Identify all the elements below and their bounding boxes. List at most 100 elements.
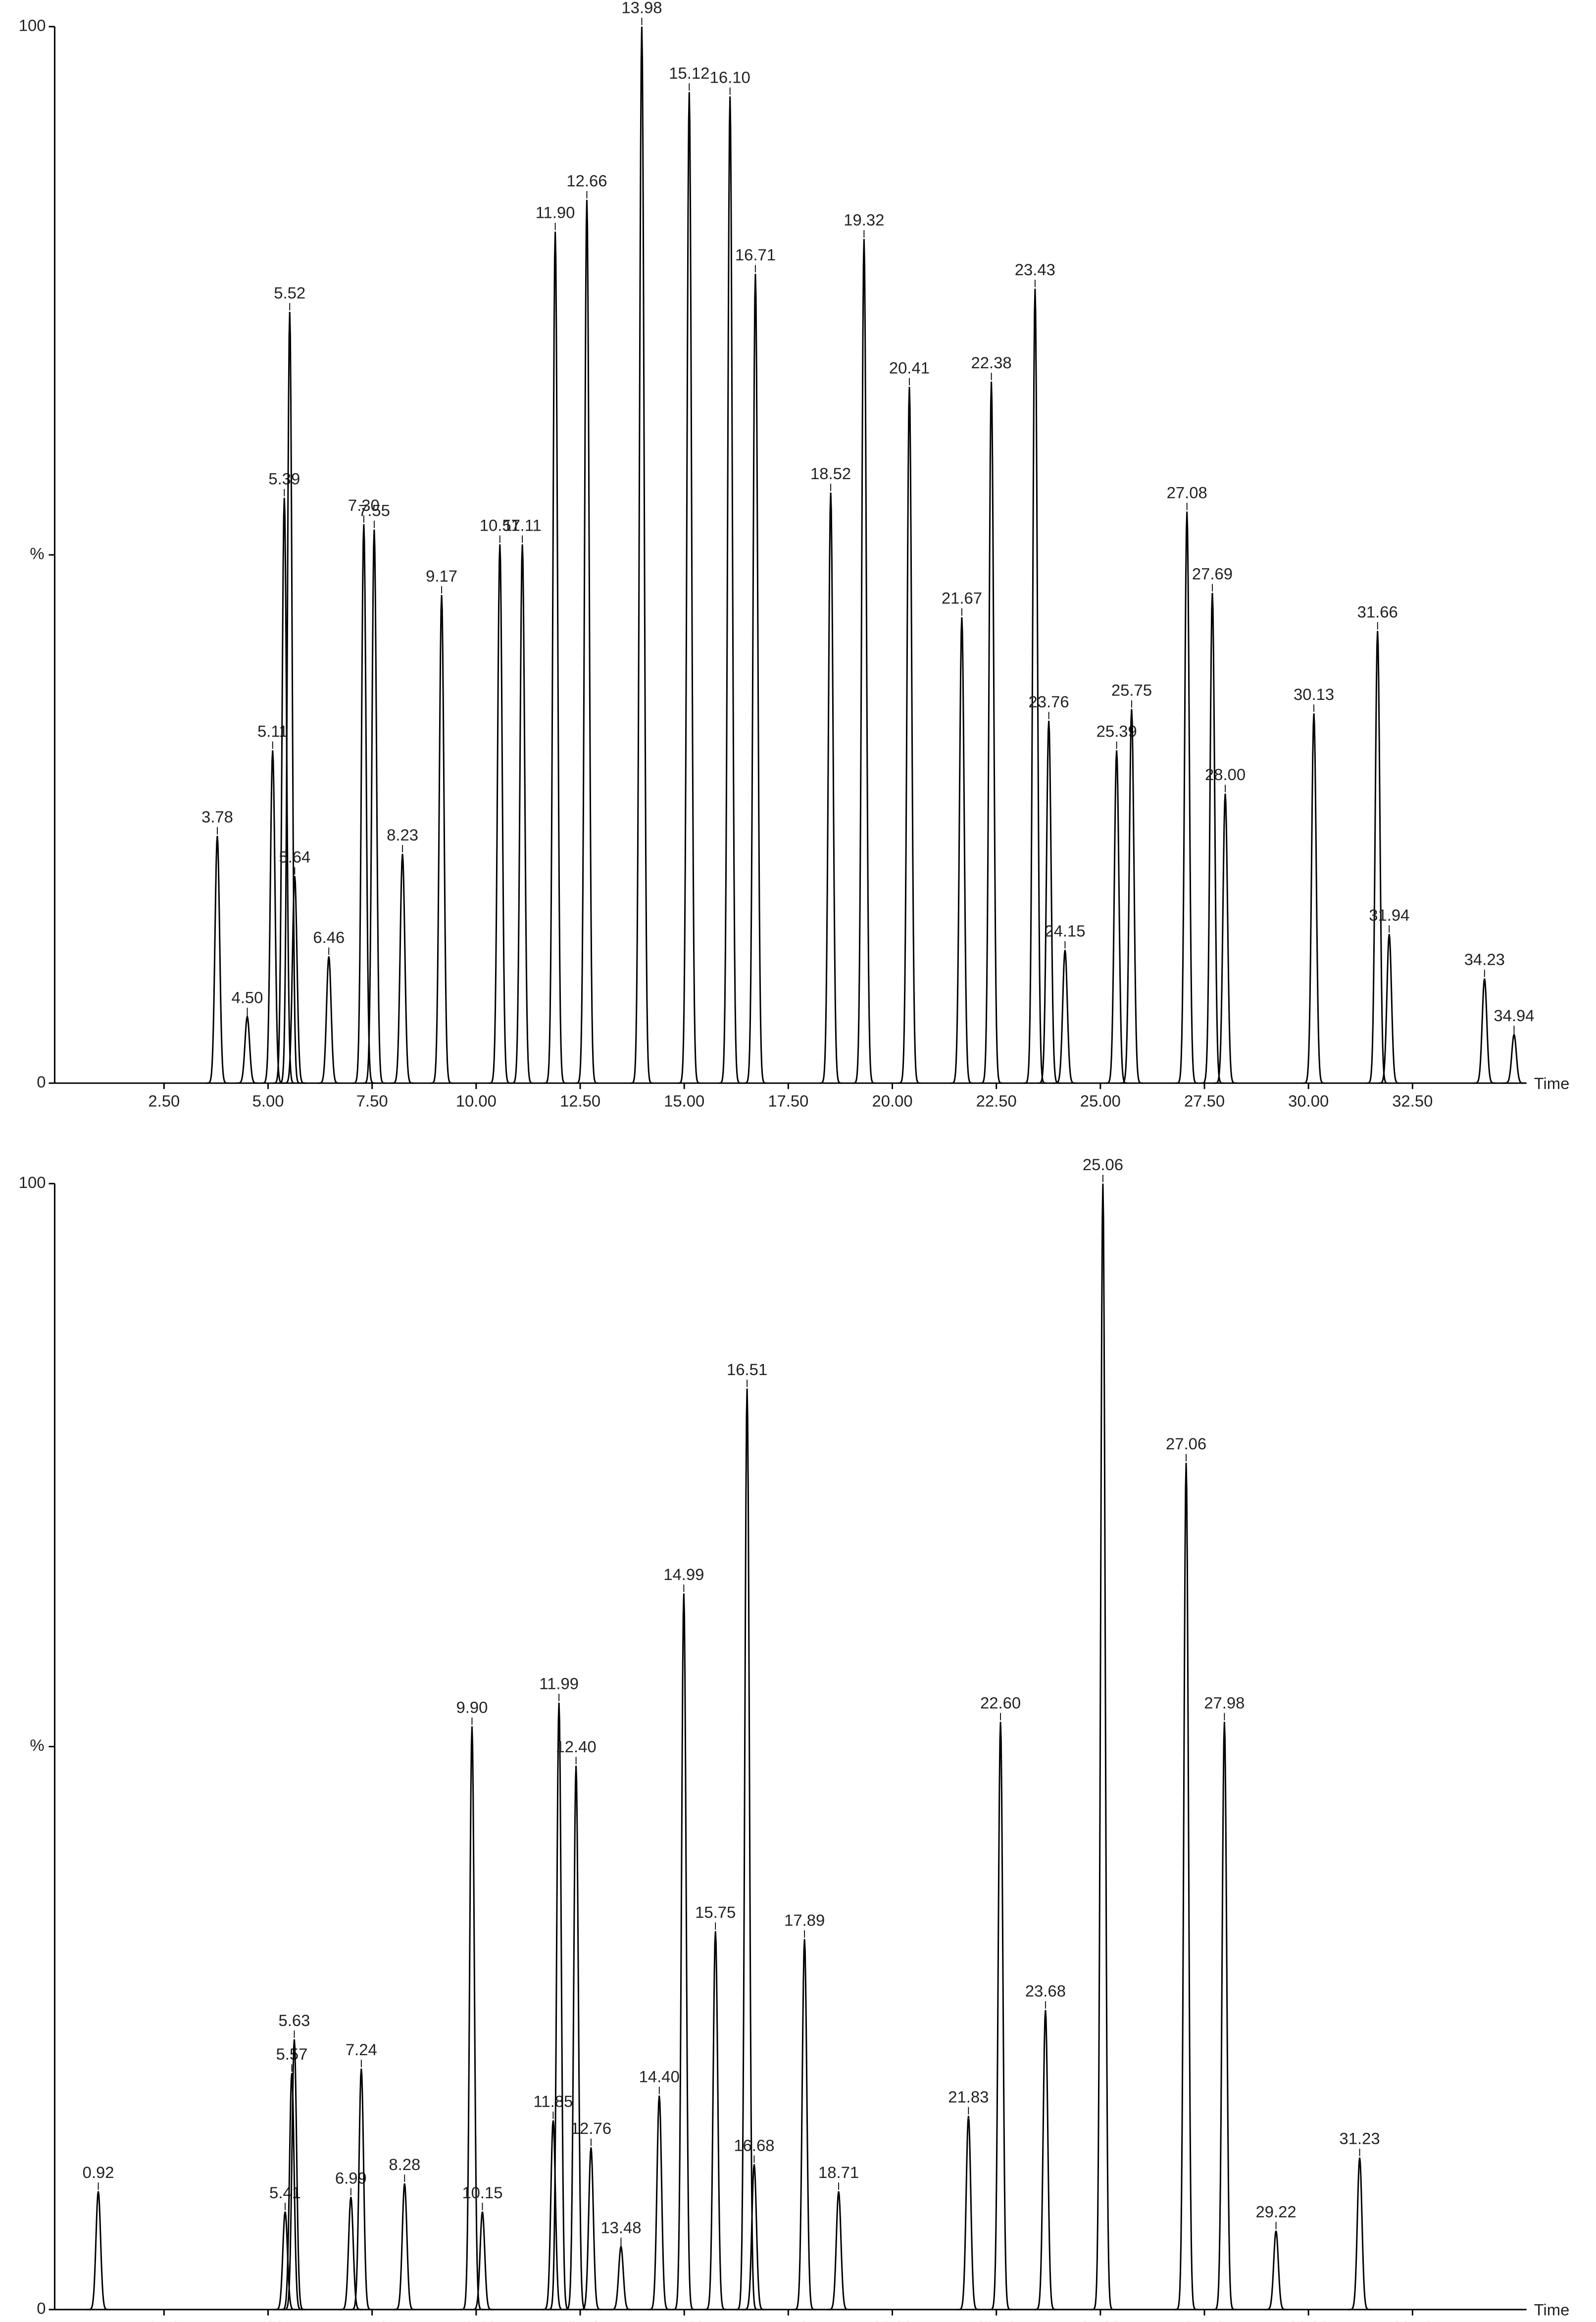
x-tick-label: 2.50	[148, 2318, 180, 2322]
peak	[236, 1014, 259, 1084]
peak-label: 8.28	[389, 2155, 420, 2174]
x-tick-label: 27.50	[1184, 1092, 1225, 1110]
peak-label: 14.40	[639, 2068, 680, 2086]
peak-label: 16.68	[734, 2136, 774, 2154]
peak	[630, 26, 653, 1084]
peak	[744, 274, 767, 1084]
peak-label: 23.76	[1029, 692, 1069, 711]
peak	[704, 1931, 727, 2311]
peak-label: 31.94	[1369, 906, 1409, 924]
peak-label: 25.75	[1111, 681, 1152, 699]
peak-label: 31.66	[1357, 603, 1398, 621]
peak	[1105, 750, 1128, 1084]
peak-label: 24.15	[1045, 922, 1085, 940]
peak-label: 13.98	[621, 0, 662, 17]
x-tick-label: 2.50	[148, 1092, 180, 1110]
peak-label: 11.85	[534, 2092, 573, 2111]
peak-label: 27.98	[1204, 1693, 1245, 1712]
x-tick-label: 20.00	[872, 1092, 912, 1110]
peak-label: 16.71	[735, 246, 776, 264]
peak	[261, 750, 284, 1084]
peak	[793, 1939, 816, 2311]
x-tick-label: 30.00	[1288, 2318, 1329, 2322]
peak	[283, 876, 306, 1084]
x-tick-label: 20.00	[872, 2318, 912, 2322]
y-tick-label: 0	[37, 1073, 46, 1091]
peak	[852, 239, 876, 1084]
peak	[1091, 1184, 1115, 2311]
peak-label: 30.13	[1294, 685, 1334, 703]
peak-label: 23.43	[1015, 260, 1055, 279]
peak-label: 9.17	[426, 567, 457, 585]
peak-label: 25.06	[1083, 1155, 1123, 1174]
peak-label: 27.06	[1166, 1434, 1206, 1453]
peak-label: 5.57	[276, 2045, 307, 2063]
peak	[1200, 593, 1224, 1084]
peak	[205, 836, 229, 1084]
peak-label: 11.11	[503, 516, 542, 534]
peak-label: 0.92	[83, 2163, 114, 2181]
peak	[648, 2095, 671, 2311]
x-tick-label: 25.00	[1080, 1092, 1121, 1110]
peak-label: 21.83	[948, 2087, 989, 2106]
peak	[280, 2073, 303, 2311]
peak	[819, 493, 843, 1084]
peak-label: 7.24	[346, 2040, 377, 2059]
peak	[1348, 2157, 1371, 2311]
peak-label: 12.40	[556, 1737, 597, 1756]
peak-label: 16.51	[727, 1360, 767, 1379]
x-tick-label: 5.00	[252, 2318, 284, 2322]
peak	[278, 312, 301, 1084]
peak	[1378, 934, 1401, 1084]
peak-label: 34.94	[1494, 1006, 1534, 1025]
peak	[1034, 2010, 1057, 2311]
peak-label: 16.10	[710, 68, 750, 86]
x-axis-label: Time	[1534, 2301, 1570, 2319]
x-tick-label: 32.50	[1392, 2318, 1433, 2322]
peak	[672, 1593, 696, 2311]
x-tick-label: 27.50	[1184, 2318, 1225, 2322]
peak-label: 6.46	[313, 928, 345, 946]
peak-label: 8.23	[387, 826, 418, 844]
y-tick-label: 100	[19, 16, 46, 34]
peak	[957, 2116, 980, 2311]
peak-label: 20.41	[889, 358, 930, 377]
y-tick-label: 0	[37, 2299, 46, 2318]
peak	[352, 524, 375, 1084]
peak	[1213, 1722, 1236, 2311]
peak	[1366, 631, 1389, 1084]
peak	[317, 956, 341, 1084]
x-tick-label: 15.00	[664, 2318, 704, 2322]
peak-label: 9.90	[456, 1698, 488, 1716]
peak	[548, 1702, 571, 2311]
x-tick-label: 22.50	[976, 1092, 1017, 1110]
peak-label: 5.39	[268, 470, 300, 488]
peak	[273, 497, 296, 1084]
x-tick-label: 7.50	[356, 1092, 388, 1110]
peak-label: 22.38	[971, 353, 1012, 372]
x-tick-label: 17.50	[768, 1092, 808, 1110]
peak	[564, 1766, 588, 2311]
x-tick-label: 10.00	[456, 1092, 497, 1110]
peak	[989, 1722, 1012, 2311]
peak	[950, 617, 974, 1084]
peak-label: 18.52	[810, 464, 851, 483]
peak-label: 7.30	[348, 496, 380, 514]
peak	[542, 2120, 565, 2311]
peak-label: 29.22	[1256, 2203, 1297, 2221]
peak	[1175, 511, 1198, 1084]
peak-label: 11.99	[539, 1675, 579, 1693]
peak	[1174, 1463, 1198, 2311]
peak-label: 5.11	[257, 722, 288, 741]
peak-label: 5.41	[269, 2183, 301, 2202]
peak	[609, 2244, 633, 2311]
peak	[678, 92, 701, 1084]
peak-label: 10.57	[480, 516, 520, 534]
peak-label: 27.08	[1167, 483, 1207, 501]
peak-label: 5.64	[279, 848, 310, 866]
peak-label: 5.52	[274, 284, 305, 302]
x-tick-label: 32.50	[1392, 1092, 1433, 1110]
peak	[718, 96, 742, 1084]
peak-label: 15.75	[695, 1903, 736, 1921]
